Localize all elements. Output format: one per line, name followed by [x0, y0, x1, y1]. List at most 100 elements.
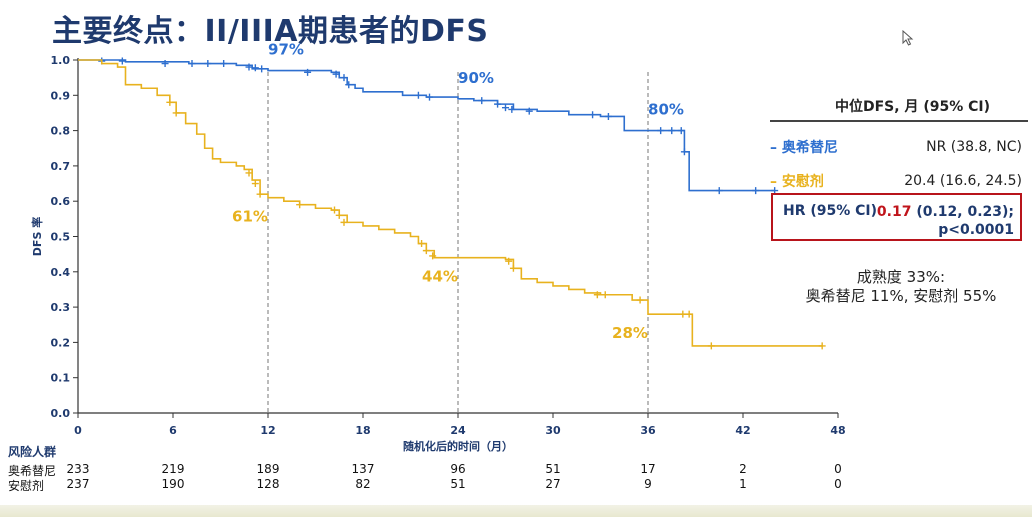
y-tick-label: 0.4: [51, 266, 71, 279]
censor-mark: [771, 187, 779, 195]
censor-mark: [668, 127, 676, 135]
censor-mark: [601, 291, 609, 299]
hr-ci: (0.12, 0.23);: [911, 204, 1014, 220]
censor-mark: [593, 291, 601, 299]
landmark-label: 28%: [612, 324, 648, 342]
censor-mark: [418, 240, 426, 248]
y-axis-label: DFS 率: [30, 217, 44, 256]
censor-mark: [220, 60, 228, 68]
risk-count: 27: [545, 477, 561, 491]
censor-mark: [332, 70, 340, 78]
risk-row-label: 安慰剂: [8, 479, 45, 493]
y-tick-label: 0.0: [51, 407, 71, 420]
censor-mark: [707, 342, 715, 350]
risk-count: 51: [450, 477, 466, 491]
maturity-line-2: 奥希替尼 11%, 安慰剂 55%: [805, 287, 997, 305]
x-tick-label: 24: [450, 424, 466, 437]
censor-mark: [340, 74, 348, 82]
y-tick-label: 1.0: [51, 54, 71, 67]
censor-mark: [604, 112, 612, 120]
legend-row-placebo: – 安慰剂 20.4 (16.6, 24.5): [770, 164, 1028, 198]
censor-mark: [251, 64, 259, 72]
legend-value: NR (38.8, NC): [926, 139, 1022, 155]
censor-mark: [340, 218, 348, 226]
y-tick-label: 0.1: [51, 372, 71, 385]
censor-mark: [166, 98, 174, 106]
y-tick-label: 0.5: [51, 231, 71, 244]
risk-count: 237: [66, 477, 90, 491]
hr-main-value: 0.17: [876, 204, 912, 220]
censor-mark: [752, 187, 760, 195]
x-tick-label: 30: [545, 424, 561, 437]
censor-mark: [636, 296, 644, 304]
x-tick-label: 36: [640, 424, 656, 437]
risk-table-header: 风险人群: [8, 445, 57, 459]
y-tick-label: 0.6: [51, 195, 71, 208]
censor-mark: [345, 81, 353, 89]
series-line-osimertinib: [78, 59, 775, 192]
censor-mark: [188, 60, 196, 68]
censor-mark: [677, 127, 685, 135]
censor-mark: [414, 91, 422, 99]
censor-mark: [525, 107, 533, 115]
censor-mark: [589, 111, 597, 119]
mouse-cursor-icon: [902, 30, 914, 46]
censor-mark: [505, 257, 513, 265]
landmark-label: 97%: [268, 41, 304, 59]
maturity-line-1: 成熟度 33%:: [856, 268, 946, 286]
censor-mark: [304, 68, 312, 76]
risk-count: 189: [256, 462, 280, 476]
landmark-label: 61%: [232, 208, 268, 226]
risk-count: 0: [834, 462, 842, 476]
censor-mark: [118, 57, 126, 65]
risk-count: 17: [640, 462, 656, 476]
maturity-note: 成熟度 33%: 奥希替尼 11%, 安慰剂 55%: [790, 268, 1012, 306]
legend-name: – 安慰剂: [770, 174, 824, 190]
hazard-ratio-box: HR (95% CI) 0.17 (0.12, 0.23); p<0.0001: [771, 193, 1022, 241]
censor-mark: [161, 60, 169, 68]
landmark-label: 90%: [458, 69, 494, 87]
bottom-strip: [0, 505, 1032, 517]
legend-name: – 奥希替尼: [770, 140, 838, 156]
risk-count: 219: [161, 462, 185, 476]
landmark-label: 80%: [648, 101, 684, 119]
censor-mark: [335, 211, 343, 219]
risk-count: 2: [739, 462, 747, 476]
risk-count: 96: [450, 462, 466, 476]
censor-mark: [296, 201, 304, 209]
censor-mark: [426, 93, 433, 101]
censor-mark: [680, 148, 688, 156]
median-dfs-legend: 中位DFS, 月 (95% CI) – 奥希替尼 NR (38.8, NC) –…: [770, 96, 1028, 198]
y-tick-label: 0.2: [51, 336, 71, 349]
y-tick-label: 0.9: [51, 89, 71, 102]
x-tick-label: 18: [355, 424, 370, 437]
censor-mark: [429, 252, 437, 260]
x-tick-label: 6: [169, 424, 177, 437]
hr-label: HR (95% CI): [783, 203, 878, 219]
risk-table: 风险人群 奥希替尼 233 219 189 137 96 51 17 2 0 安慰剂 237 190 128…: [0, 443, 860, 495]
risk-count: 137: [351, 462, 375, 476]
censor-mark: [331, 206, 338, 214]
risk-count: 51: [545, 462, 561, 476]
hr-p-value: p<0.0001: [938, 222, 1014, 238]
risk-count: 0: [834, 477, 842, 491]
series-line-placebo: [78, 59, 823, 347]
landmark-label: 44%: [422, 268, 458, 286]
risk-count: 190: [161, 477, 185, 491]
censor-mark: [818, 342, 826, 350]
risk-row-label: 奥希替尼: [8, 464, 57, 478]
hr-value: 0.17 (0.12, 0.23); p<0.0001: [877, 203, 1014, 239]
risk-count: 1: [739, 477, 747, 491]
y-tick-label: 0.7: [51, 160, 71, 173]
censor-mark: [679, 310, 687, 318]
censor-mark: [258, 65, 266, 73]
legend-value: 20.4 (16.6, 24.5): [904, 173, 1022, 189]
legend-row-osimertinib: – 奥希替尼 NR (38.8, NC): [770, 130, 1028, 164]
risk-count: 233: [66, 462, 90, 476]
censor-mark: [715, 187, 723, 195]
censor-mark: [502, 104, 509, 112]
censor-mark: [508, 105, 516, 113]
censor-mark: [422, 247, 430, 255]
x-axis-label: 随机化后的时间（月）: [403, 439, 513, 453]
